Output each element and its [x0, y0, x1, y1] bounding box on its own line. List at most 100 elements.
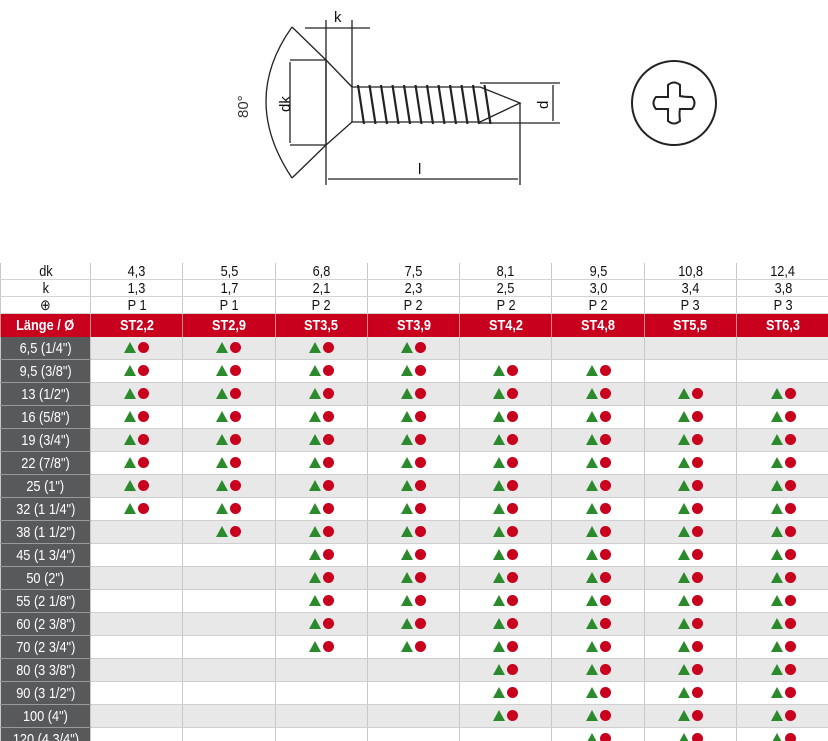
red-dot-icon — [322, 434, 334, 446]
green-triangle-icon — [493, 457, 506, 469]
red-dot-icon — [599, 641, 611, 653]
green-triangle-icon — [493, 434, 506, 446]
availability-cell — [274, 474, 368, 498]
green-triangle-icon — [493, 549, 506, 561]
green-triangle-icon — [308, 388, 321, 400]
availability-cell — [366, 520, 460, 544]
availability-cell — [366, 428, 460, 452]
red-dot-icon — [415, 503, 427, 515]
length-label: 120 (4 3/4") — [12, 730, 79, 741]
green-triangle-icon — [493, 526, 506, 538]
length-label: 80 (3 3/8") — [15, 661, 76, 679]
label-dk: dk — [277, 96, 294, 112]
red-dot-icon — [138, 434, 150, 446]
table-row: 80 (3 3/8") — [0, 658, 828, 682]
green-triangle-icon — [585, 641, 598, 653]
red-dot-icon — [507, 664, 519, 676]
green-triangle-icon — [308, 365, 321, 377]
phillips-recess-icon — [652, 81, 696, 125]
availability-cell — [643, 704, 737, 728]
spec-label: k — [0, 279, 91, 297]
availability-cell — [366, 497, 460, 521]
spec-label-text: dk — [38, 263, 53, 280]
green-triangle-icon — [308, 480, 321, 492]
spec-value: 7,5 — [366, 263, 460, 280]
availability-cell — [89, 658, 183, 682]
availability-cell — [182, 520, 276, 544]
red-dot-icon — [599, 687, 611, 699]
thread-ridge — [414, 84, 423, 125]
green-triangle-icon — [493, 411, 506, 423]
size-header: ST4,2 — [459, 313, 552, 337]
green-triangle-icon — [770, 733, 783, 741]
red-dot-icon — [691, 526, 703, 538]
availability-cell — [736, 337, 828, 360]
red-dot-icon — [507, 457, 519, 469]
availability-cell — [366, 543, 460, 567]
red-dot-icon — [784, 664, 796, 676]
green-triangle-icon — [493, 572, 506, 584]
red-dot-icon — [230, 411, 242, 423]
red-dot-icon — [784, 503, 796, 515]
green-triangle-icon — [770, 411, 783, 423]
availability-cell — [182, 451, 276, 475]
thread-ridge — [448, 84, 458, 125]
green-triangle-icon — [124, 365, 137, 377]
red-dot-icon — [691, 457, 703, 469]
length-cell: 55 (2 1/8") — [0, 589, 91, 613]
red-dot-icon — [784, 710, 796, 722]
availability-cell — [551, 337, 645, 360]
size-header: ST4,8 — [551, 313, 645, 337]
spec-value: 1,3 — [89, 279, 183, 297]
availability-cell — [643, 681, 737, 705]
green-triangle-icon — [585, 733, 598, 741]
green-triangle-icon — [216, 365, 229, 377]
spec-value: P 2 — [366, 296, 460, 314]
green-triangle-icon — [308, 572, 321, 584]
table-row: 70 (2 3/4") — [0, 635, 828, 659]
spec-value: 9,5 — [551, 263, 645, 280]
red-dot-icon — [415, 549, 427, 561]
red-dot-icon — [507, 480, 519, 492]
availability-cell — [274, 704, 368, 728]
availability-cell — [643, 382, 737, 406]
red-dot-icon — [691, 710, 703, 722]
green-triangle-icon — [493, 365, 506, 377]
table-row: 100 (4") — [0, 704, 828, 728]
spec-value-text: 3,4 — [681, 279, 700, 297]
green-triangle-icon — [585, 503, 598, 515]
spec-value: P 3 — [643, 296, 737, 314]
availability-cell — [182, 337, 276, 360]
availability-cell — [182, 681, 276, 705]
availability-cell — [182, 635, 276, 659]
availability-cell — [274, 428, 368, 452]
red-dot-icon — [322, 572, 334, 584]
availability-cell — [459, 566, 552, 590]
availability-cell — [182, 727, 276, 741]
spec-value: 2,1 — [274, 279, 368, 297]
size-header: ST3,5 — [274, 313, 368, 337]
red-dot-icon — [599, 457, 611, 469]
spec-value: 3,0 — [551, 279, 645, 297]
availability-cell — [459, 727, 552, 741]
red-dot-icon — [691, 641, 703, 653]
spec-value-text: P 2 — [311, 296, 331, 314]
availability-cell — [736, 658, 828, 682]
thread-ridge — [460, 84, 469, 125]
availability-cell — [551, 543, 645, 567]
red-dot-icon — [784, 733, 796, 741]
red-dot-icon — [784, 411, 796, 423]
availability-cell — [736, 474, 828, 498]
green-triangle-icon — [308, 595, 321, 607]
length-label: 13 (1/2") — [21, 385, 70, 403]
green-triangle-icon — [585, 710, 598, 722]
length-label: 70 (2 3/4") — [15, 638, 76, 656]
green-triangle-icon — [585, 687, 598, 699]
green-triangle-icon — [585, 480, 598, 492]
spec-value: 3,4 — [643, 279, 737, 297]
availability-cell — [89, 727, 183, 741]
green-triangle-icon — [493, 480, 506, 492]
availability-cell — [736, 405, 828, 429]
length-cell: 80 (3 3/8") — [0, 658, 91, 682]
availability-cell — [551, 704, 645, 728]
